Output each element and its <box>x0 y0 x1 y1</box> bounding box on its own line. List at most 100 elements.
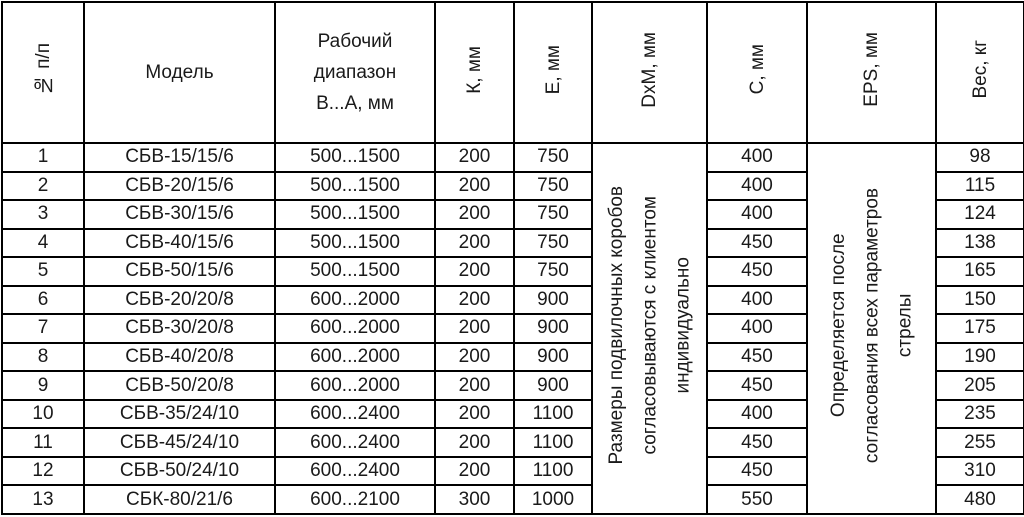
col-header-range-line2: диапазон <box>313 62 397 83</box>
model-cell: СБВ-20/20/8 <box>83 284 276 316</box>
range-cell: 600...2000 <box>274 341 436 373</box>
col-header-model-label: Модель <box>145 61 214 83</box>
weight-cell: 310 <box>935 455 1024 487</box>
model-cell: СБК-80/21/6 <box>83 484 276 515</box>
e-cell: 1100 <box>513 398 593 430</box>
row-number-cell: 3 <box>1 199 85 230</box>
k-cell: 200 <box>434 398 515 430</box>
row-number-cell: 2 <box>1 170 85 202</box>
dxm-note-text: Размеры подвилочных коробов согласовываю… <box>600 186 700 465</box>
k-cell: 200 <box>434 284 515 316</box>
dxm-note-line3: индивидуально <box>672 257 694 394</box>
c-cell: 450 <box>706 427 808 458</box>
model-cell: СБВ-15/15/6 <box>83 142 276 173</box>
row-number-cell: 8 <box>1 341 85 373</box>
weight-cell: 124 <box>935 199 1024 230</box>
row-number-cell: 5 <box>1 256 85 287</box>
k-cell: 200 <box>434 142 515 173</box>
col-header-weight: Вес, кг <box>935 1 1024 144</box>
e-cell: 1100 <box>513 455 593 487</box>
weight-cell: 190 <box>935 341 1024 373</box>
model-cell: СБВ-40/20/8 <box>83 341 276 373</box>
col-header-num: № п/п <box>1 1 85 144</box>
range-cell: 600...2400 <box>274 427 436 458</box>
row-number-cell: 12 <box>1 455 85 487</box>
c-cell: 400 <box>706 170 808 202</box>
c-cell: 450 <box>706 227 808 259</box>
range-cell: 600...2000 <box>274 370 436 401</box>
c-cell: 450 <box>706 455 808 487</box>
row-number-cell: 10 <box>1 398 85 430</box>
table-row: 13 СБК-80/21/6 600...2100 300 1000 550 4… <box>1 484 1024 515</box>
model-cell: СБВ-40/15/6 <box>83 227 276 259</box>
table-row: 4 СБВ-40/15/6 500...1500 200 750 450 138 <box>1 227 1024 259</box>
table-row: 3 СБВ-30/15/6 500...1500 200 750 400 124 <box>1 199 1024 230</box>
range-cell: 600...2400 <box>274 455 436 487</box>
e-cell: 750 <box>513 227 593 259</box>
table-row: 10 СБВ-35/24/10 600...2400 200 1100 400 … <box>1 398 1024 430</box>
k-cell: 200 <box>434 227 515 259</box>
range-cell: 600...2400 <box>274 398 436 430</box>
k-cell: 300 <box>434 484 515 515</box>
col-header-range: Рабочий диапазон В...А, мм <box>274 1 436 144</box>
col-header-eps: EPS, мм <box>806 1 937 144</box>
model-cell: СБВ-30/20/8 <box>83 313 276 344</box>
model-cell: СБВ-35/24/10 <box>83 398 276 430</box>
model-cell: СБВ-50/15/6 <box>83 256 276 287</box>
e-cell: 1100 <box>513 427 593 458</box>
col-header-weight-label: Вес, кг <box>969 40 991 99</box>
eps-note-line3: стрелы <box>894 293 916 358</box>
table-row: 12 СБВ-50/24/10 600...2400 200 1100 450 … <box>1 455 1024 487</box>
weight-cell: 115 <box>935 170 1024 202</box>
c-cell: 450 <box>706 341 808 373</box>
col-header-e-label: Е, мм <box>542 44 564 95</box>
col-header-eps-label: EPS, мм <box>861 32 882 107</box>
c-cell: 400 <box>706 284 808 316</box>
k-cell: 200 <box>434 370 515 401</box>
dxm-note-line2: согласовываются с клиентом <box>638 196 660 455</box>
c-cell: 400 <box>706 142 808 173</box>
range-cell: 500...1500 <box>274 199 436 230</box>
table-row: 5 СБВ-50/15/6 500...1500 200 750 450 165 <box>1 256 1024 287</box>
c-cell: 400 <box>706 199 808 230</box>
c-cell: 550 <box>706 484 808 515</box>
eps-note-text: Определяется после согласования всех пар… <box>822 188 922 463</box>
e-cell: 750 <box>513 256 593 287</box>
eps-note-cell: Определяется после согласования всех пар… <box>806 142 937 515</box>
table-row: 2 СБВ-20/15/6 500...1500 200 750 400 115 <box>1 170 1024 202</box>
k-cell: 200 <box>434 341 515 373</box>
range-cell: 500...1500 <box>274 256 436 287</box>
col-header-range-line1: Рабочий <box>317 31 393 52</box>
e-cell: 1000 <box>513 484 593 515</box>
weight-cell: 138 <box>935 227 1024 259</box>
row-number-cell: 6 <box>1 284 85 316</box>
model-cell: СБВ-30/15/6 <box>83 199 276 230</box>
col-header-e: Е, мм <box>513 1 593 144</box>
row-number-cell: 9 <box>1 370 85 401</box>
e-cell: 750 <box>513 142 593 173</box>
weight-cell: 150 <box>935 284 1024 316</box>
col-header-k-label: К, мм <box>464 45 485 94</box>
k-cell: 200 <box>434 313 515 344</box>
k-cell: 200 <box>434 256 515 287</box>
range-cell: 600...2100 <box>274 484 436 515</box>
range-cell: 500...1500 <box>274 142 436 173</box>
weight-cell: 480 <box>935 484 1024 515</box>
range-cell: 500...1500 <box>274 227 436 259</box>
c-cell: 450 <box>706 370 808 401</box>
weight-cell: 255 <box>935 427 1024 458</box>
weight-cell: 175 <box>935 313 1024 344</box>
k-cell: 200 <box>434 427 515 458</box>
model-cell: СБВ-50/24/10 <box>83 455 276 487</box>
weight-cell: 205 <box>935 370 1024 401</box>
model-cell: СБВ-50/20/8 <box>83 370 276 401</box>
row-number-cell: 7 <box>1 313 85 344</box>
eps-note-line2: согласования всех параметров <box>860 187 882 464</box>
row-number-cell: 4 <box>1 227 85 259</box>
weight-cell: 165 <box>935 256 1024 287</box>
col-header-model: Модель <box>83 1 276 144</box>
col-header-dxm-label: DxM, мм <box>639 31 660 108</box>
model-cell: СБВ-20/15/6 <box>83 170 276 202</box>
range-cell: 600...2000 <box>274 284 436 316</box>
